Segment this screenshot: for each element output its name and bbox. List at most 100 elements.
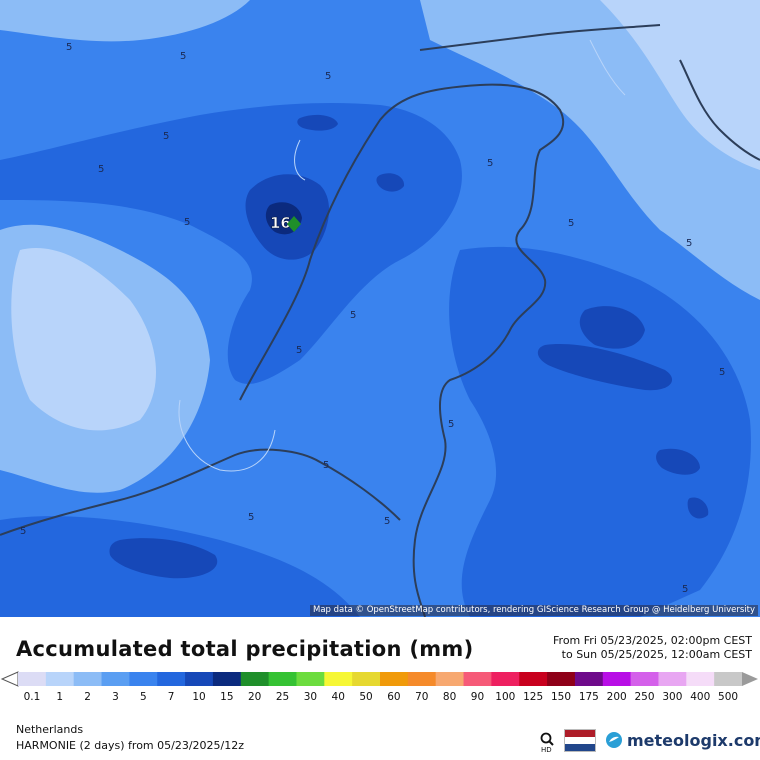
legend-under-arrow (0, 671, 19, 687)
precip-core (297, 114, 338, 131)
legend-color-swatch (296, 672, 325, 686)
legend-tick-label: 100 (495, 691, 515, 703)
precip-area-pale (0, 0, 250, 42)
region-name: Netherlands (16, 723, 84, 736)
contour-labels-layer: 5 5 5 5 5 5 5 5 5 5 5 5 5 5 5 5 5 5 16 (20, 42, 725, 595)
legend-color-swatch (240, 672, 270, 686)
legend-tick-label: 1 (56, 691, 63, 703)
precip-band-dark (0, 103, 462, 384)
contour-label: 5 (323, 460, 329, 471)
precip-core (537, 344, 673, 391)
magnifier-icon: HD (540, 732, 554, 754)
legend-color-swatch (380, 672, 409, 686)
legend-color-swatch (602, 672, 632, 686)
contour-label: 5 (719, 367, 725, 378)
legend-tick-label: 3 (112, 691, 119, 703)
contour-label: 5 (568, 218, 574, 229)
legend-tick-label: 150 (551, 691, 571, 703)
contour-label: 5 (98, 164, 104, 175)
precip-area-palest (11, 248, 157, 431)
legend-tick-label: 200 (607, 691, 627, 703)
precip-core (687, 497, 709, 519)
country-borders (0, 24, 760, 617)
legend-tick-label: 400 (690, 691, 710, 703)
legend-tick-label: 25 (276, 691, 289, 703)
legend-color-swatch (407, 672, 437, 686)
color-scale-legend: 0.1 1 2 3 5 7 10 15 20 25 30 40 50 60 70 80 90 100 125 150 1… (0, 671, 758, 703)
legend-over-arrow (742, 672, 758, 686)
legend-tick-label: 2 (84, 691, 91, 703)
brand-logo[interactable]: meteologix.com (604, 729, 760, 751)
legend-color-swatch (45, 672, 75, 686)
legend-tick-label: 0.1 (24, 691, 41, 703)
legend-tick-label: 80 (443, 691, 456, 703)
map-canvas (0, 0, 760, 617)
legend-tick-label: 7 (168, 691, 175, 703)
brand-name: meteologix.com (627, 730, 760, 750)
legend-color-swatch (491, 672, 520, 686)
precip-area-palest (600, 0, 760, 170)
legend-color-swatch (185, 672, 214, 686)
legend-tick-label: 250 (635, 691, 655, 703)
legend-tick-label: 90 (471, 691, 484, 703)
contour-lines (178, 39, 626, 472)
time-period: From Fri 05/23/2025, 02:00pm CEST to Sun… (553, 634, 752, 662)
legend-color-swatch (463, 672, 492, 686)
contour-label: 5 (248, 512, 254, 523)
legend-tick-label: 10 (192, 691, 205, 703)
contour-label: 5 (184, 217, 190, 228)
legend-color-swatch (714, 672, 743, 686)
meteologix-logo-icon (606, 732, 622, 748)
legend-tick-label: 30 (304, 691, 317, 703)
legend-tick-label: 20 (248, 691, 261, 703)
legend-color-swatch (129, 672, 158, 686)
precip-core (109, 538, 218, 579)
legend-tick-label: 15 (220, 691, 233, 703)
max-value-marker (287, 216, 301, 232)
page-title: Accumulated total precipitation (mm) (16, 637, 474, 661)
legend-color-swatch (157, 672, 186, 686)
max-value-label: 16 (270, 214, 291, 232)
netherlands-flag-icon[interactable] (564, 729, 596, 752)
legend-tick-label: 125 (523, 691, 543, 703)
contour-label: 5 (296, 345, 302, 356)
legend-tick-label: 60 (387, 691, 400, 703)
legend-color-swatch (686, 672, 715, 686)
legend-color-swatch (101, 672, 130, 686)
precip-core (579, 306, 645, 349)
model-run: HARMONIE (2 days) from 05/23/2025/12z (16, 739, 245, 752)
legend-tick-label: 500 (718, 691, 738, 703)
legend-tick-label: 70 (415, 691, 428, 703)
legend-color-swatch (435, 672, 465, 686)
legend-color-swatch (519, 672, 548, 686)
map-attribution[interactable]: Map data © OpenStreetMap contributors, r… (310, 605, 758, 616)
contour-label: 5 (66, 42, 72, 53)
contour-label: 5 (384, 516, 390, 527)
contour-label: 5 (682, 584, 688, 595)
legend-color-swatch (268, 672, 297, 686)
legend-tick-label: 300 (662, 691, 682, 703)
contour-label: 5 (686, 238, 692, 249)
contour-label: 5 (20, 526, 26, 537)
legend-panel: Accumulated total precipitation (mm) Fro… (0, 617, 760, 760)
legend-tick-label: 50 (359, 691, 372, 703)
period-from: From Fri 05/23/2025, 02:00pm CEST (553, 634, 752, 647)
hd-label: HD (541, 746, 552, 753)
precip-core (376, 173, 405, 192)
legend-color-swatch (324, 672, 353, 686)
legend-color-swatch (18, 672, 47, 686)
legend-tick-label: 5 (140, 691, 147, 703)
legend-tick-label: 175 (579, 691, 599, 703)
contour-label: 5 (180, 51, 186, 62)
hd-zoom-button[interactable]: HD (538, 731, 558, 754)
precipitation-map[interactable]: 5 5 5 5 5 5 5 5 5 5 5 5 5 5 5 5 5 5 16 M… (0, 0, 760, 617)
contour-label: 5 (448, 419, 454, 430)
legend-color-swatch (630, 672, 659, 686)
legend-color-swatch (212, 672, 242, 686)
legend-color-swatch (658, 672, 687, 686)
contour-label: 5 (487, 158, 493, 169)
precip-core (656, 448, 700, 475)
legend-color-swatch (547, 672, 576, 686)
legend-color-swatch (352, 672, 381, 686)
contour-label: 5 (163, 131, 169, 142)
